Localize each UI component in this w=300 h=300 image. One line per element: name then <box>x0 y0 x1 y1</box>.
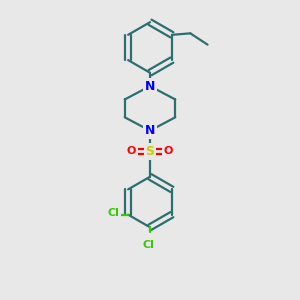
Text: S: S <box>146 145 154 158</box>
Text: O: O <box>127 146 136 157</box>
Text: O: O <box>164 146 173 157</box>
Text: Cl: Cl <box>107 208 119 218</box>
Text: Cl: Cl <box>142 240 154 250</box>
Text: N: N <box>145 80 155 93</box>
Text: N: N <box>145 124 155 137</box>
